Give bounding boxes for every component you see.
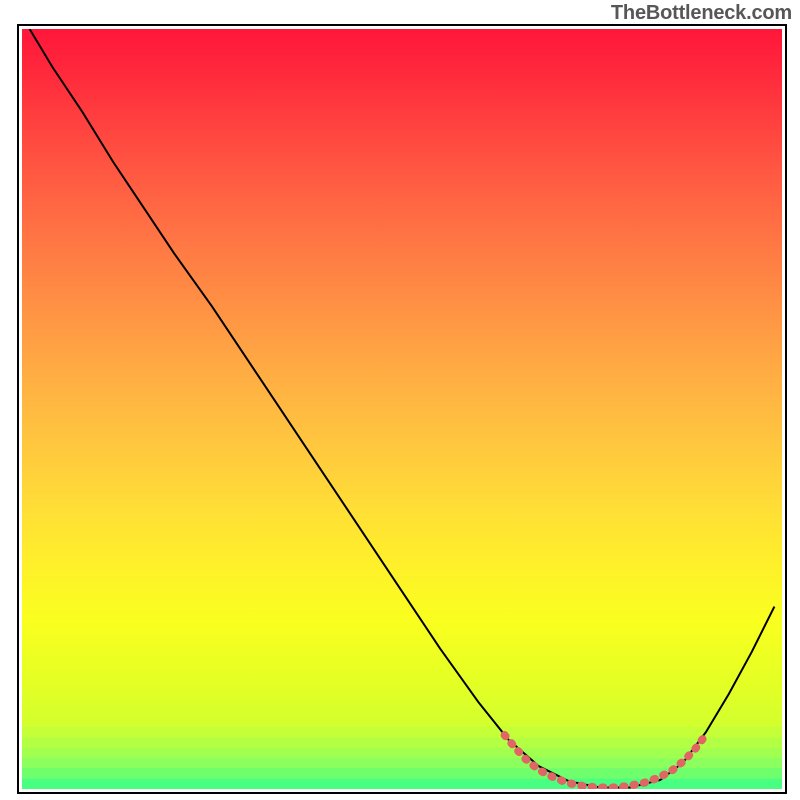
- plot-area: [22, 29, 782, 789]
- gradient-background: [22, 29, 782, 789]
- watermark-text: TheBottleneck.com: [611, 2, 792, 25]
